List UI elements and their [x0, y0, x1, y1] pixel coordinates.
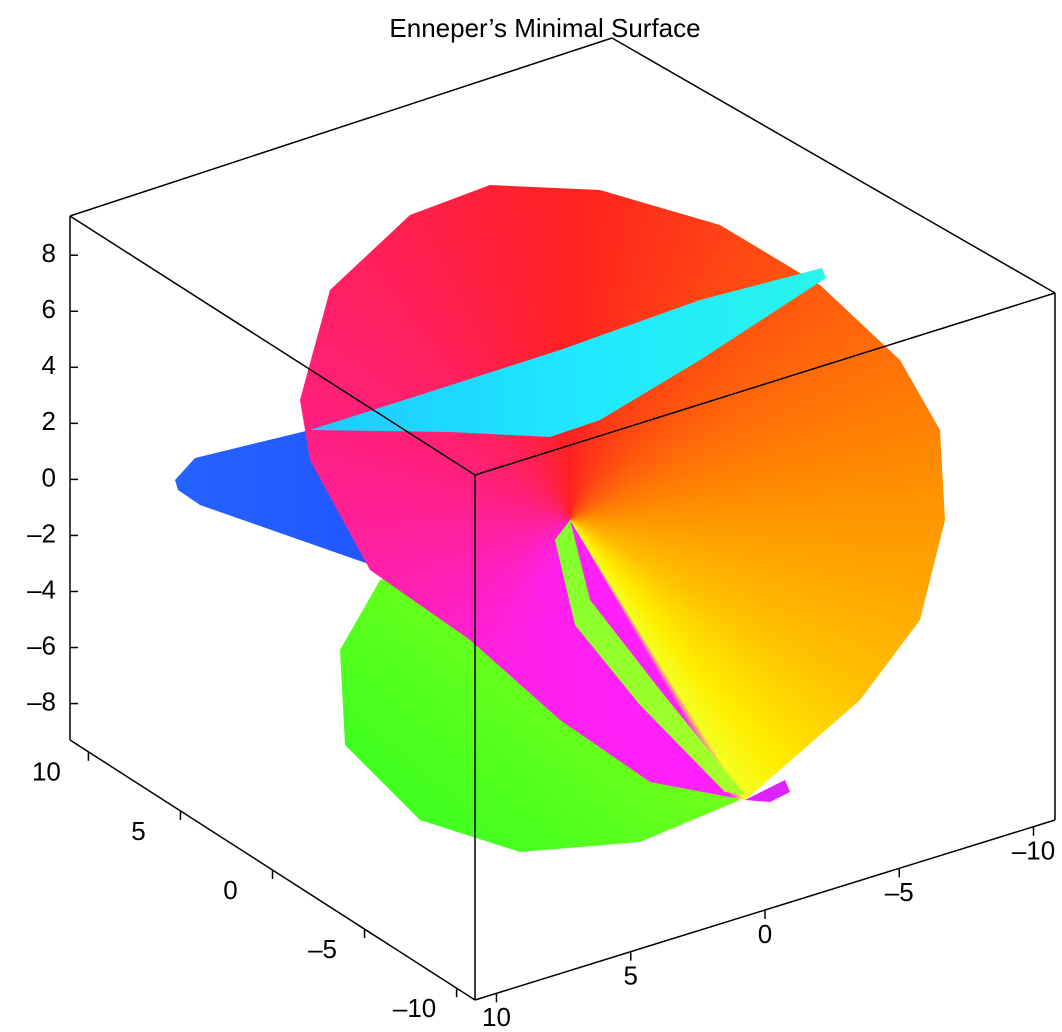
z-tick-label: –2	[27, 518, 56, 548]
x-tick-label: –5	[885, 877, 914, 907]
chart-title: Enneper’s Minimal Surface	[389, 13, 700, 43]
y-tick-label: 5	[131, 816, 145, 846]
x-tick-label: 5	[624, 961, 638, 991]
z-tick-label: 4	[42, 350, 56, 380]
z-tick-label: 6	[42, 294, 56, 324]
x-tick-label: 10	[482, 1002, 511, 1032]
z-tick-label: –4	[27, 574, 56, 604]
y-tick-label: 10	[32, 757, 61, 787]
z-tick-label: –8	[27, 686, 56, 716]
box-edge	[612, 38, 1055, 293]
y-tick-label: –10	[393, 993, 436, 1023]
box-edge	[475, 293, 1055, 475]
chart: Enneper’s Minimal Surface –8 –6 –4 –2 0 2 4 6 8 1…	[0, 0, 1062, 1032]
x-tick-label: –10	[1012, 836, 1055, 866]
z-tick-label: 8	[42, 238, 56, 268]
x-tick-label: 0	[758, 919, 772, 949]
box-edge	[70, 38, 612, 216]
y-tick-label: 0	[223, 875, 237, 905]
box	[70, 38, 1055, 1000]
z-tick-label: –6	[27, 630, 56, 660]
plot-area: Enneper’s Minimal Surface –8 –6 –4 –2 0 2 4 6 8 1…	[0, 0, 1062, 1032]
z-tick-label: 0	[42, 462, 56, 492]
z-tick-label: 2	[42, 406, 56, 436]
box-edge	[70, 216, 475, 475]
y-tick-label: –5	[308, 934, 337, 964]
